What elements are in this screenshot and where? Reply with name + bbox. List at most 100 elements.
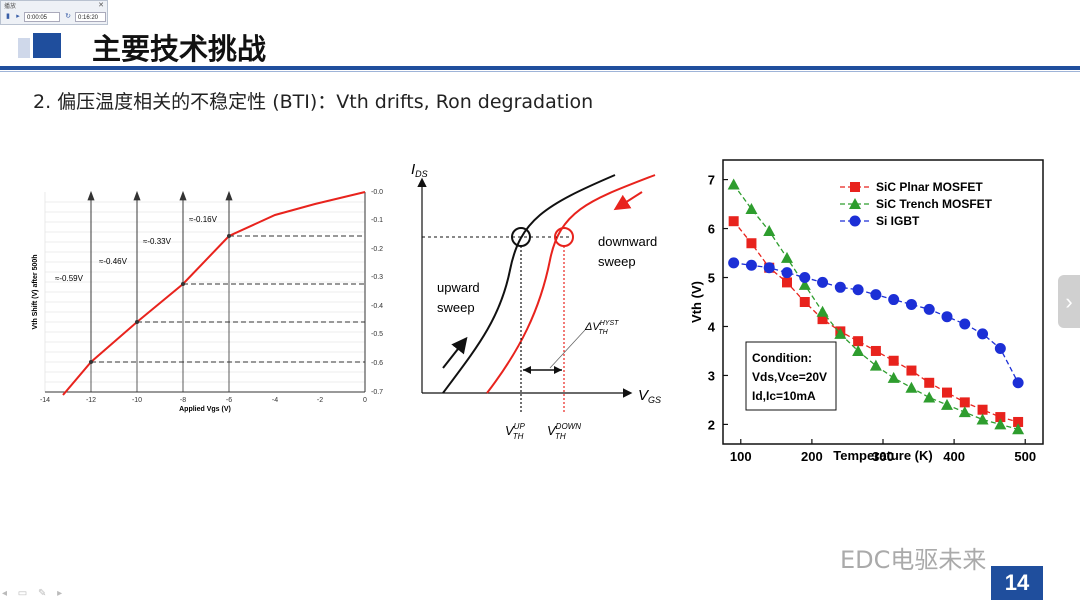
upward-arrow xyxy=(442,336,468,369)
hysteresis-diagram: IDS VGS upward sweep downward sweep ΔVHY… xyxy=(405,150,695,445)
y-tick: -0.1 xyxy=(371,217,383,224)
downward-curve-tail xyxy=(605,195,635,210)
upward-curve xyxy=(442,174,616,394)
y-tick: -0.4 xyxy=(371,303,383,310)
y-tick: -0.6 xyxy=(371,360,383,367)
vgs-label: VGS xyxy=(638,387,661,405)
series-point-1 xyxy=(923,391,936,403)
series-point-2 xyxy=(923,303,935,315)
left-x-ticks: -14 -12 -10 -8 -6 -4 -2 0 xyxy=(40,397,367,404)
title-accent-block xyxy=(33,33,61,58)
series-point-0 xyxy=(782,277,792,288)
series-point-1 xyxy=(887,371,900,383)
condition-line-3: Id,Ic=10mA xyxy=(752,389,816,403)
series-point-2 xyxy=(745,259,757,271)
series-point-0 xyxy=(1013,416,1024,427)
y-tick: -0.7 xyxy=(371,389,383,396)
x-tick: -10 xyxy=(132,397,142,404)
title-rule xyxy=(0,66,1080,70)
current-time-field[interactable]: 0:00:05 xyxy=(24,12,60,22)
series-point-0 xyxy=(728,216,739,227)
y-tick: -0.3 xyxy=(371,274,383,281)
series-point-2 xyxy=(959,318,971,330)
series-point-1 xyxy=(781,251,793,263)
series-line-1 xyxy=(733,184,1019,430)
left-y-ticks: -0.0 -0.1 -0.2 -0.3 -0.4 -0.5 -0.6 -0.7 xyxy=(371,189,383,396)
y-tick-label: 7 xyxy=(708,173,715,188)
left-y-label: Vth Shift (V) after 500h xyxy=(32,254,39,329)
left-dimension-arrows xyxy=(87,190,233,362)
series-point-0 xyxy=(746,238,757,249)
series-point-0 xyxy=(799,297,810,307)
chart-ticks: 100 200 300 400 500 2 3 4 5 6 7 xyxy=(708,173,1036,464)
series-point-2 xyxy=(977,328,989,340)
next-slide-button[interactable]: › xyxy=(1058,275,1080,328)
y-tick-label: 6 xyxy=(708,222,715,237)
pause-icon[interactable]: ▮ xyxy=(6,13,10,20)
series-point-1 xyxy=(958,406,971,418)
condition-line-2: Vds,Vce=20V xyxy=(752,370,827,384)
series-point-2 xyxy=(834,281,846,293)
title-accent-shadow xyxy=(18,38,30,58)
series-point-0 xyxy=(959,397,970,408)
y-tick: -0.0 xyxy=(371,189,383,196)
legend-label: Si IGBT xyxy=(876,214,920,228)
annotation-059: ≈-0.59V xyxy=(55,274,84,283)
series-point-2 xyxy=(941,311,953,323)
hyst-label: ΔVHYST TH xyxy=(584,320,619,336)
series-point-0 xyxy=(817,314,828,325)
series-point-1 xyxy=(905,381,918,393)
series-point-2 xyxy=(781,267,793,279)
legend-marker xyxy=(849,198,861,209)
legend-label: SiC Trench MOSFET xyxy=(876,197,993,211)
series-point-0 xyxy=(888,355,899,366)
y-tick-label: 2 xyxy=(708,417,715,432)
upward-label: upward xyxy=(437,280,480,295)
x-tick: -8 xyxy=(180,397,186,404)
series-point-2 xyxy=(994,343,1006,355)
slide-subtitle: 2. 偏压温度相关的不稳定性 (BTI)：Vth drifts, Ron deg… xyxy=(33,91,594,113)
replay-icon[interactable]: ↻ xyxy=(65,13,71,20)
x-tick: -6 xyxy=(226,397,232,404)
series-point-0 xyxy=(906,365,917,376)
vth-shift-chart: ≈-0.59V ≈-0.46V ≈-0.33V ≈-0.16V -14 -12 … xyxy=(25,180,400,415)
total-time-field: 0:16:20 xyxy=(75,12,106,22)
bottom-toolbar-icons[interactable]: ◂ ▭ ✎ ▸ xyxy=(2,588,67,599)
series-point-1 xyxy=(745,202,758,214)
series-point-2 xyxy=(817,276,829,288)
series-point-1 xyxy=(976,413,989,425)
condition-box xyxy=(745,341,837,411)
x-tick: -4 xyxy=(272,397,278,404)
x-tick-label: 400 xyxy=(943,449,965,464)
annotation-033: ≈-0.33V xyxy=(143,237,172,246)
x-tick: -14 xyxy=(40,397,50,404)
series-point-1 xyxy=(727,178,740,190)
y-tick-label: 3 xyxy=(708,368,715,383)
y-tick-label: 5 xyxy=(708,271,715,286)
upward-sweep-label: sweep xyxy=(437,300,475,315)
title-rule-thin xyxy=(0,71,1080,72)
x-tick-label: 100 xyxy=(730,449,752,464)
play-icon[interactable]: ▸ xyxy=(16,13,20,20)
series-point-0 xyxy=(853,336,864,347)
y-axis-label: Vth (V) xyxy=(690,281,704,323)
series-point-2 xyxy=(888,294,900,306)
close-icon[interactable]: ✕ xyxy=(98,2,104,9)
series-point-0 xyxy=(942,387,952,398)
slide-title: 主要技术挑战 xyxy=(92,32,267,66)
left-dashed-levels xyxy=(91,235,365,363)
annotation-016: ≈-0.16V xyxy=(189,215,218,224)
series-point-0 xyxy=(977,404,988,415)
series-point-2 xyxy=(852,284,864,296)
player-toolbar: 播放 ✕ ▮ ▸ 0:00:05 ↻ 0:16:20 xyxy=(0,0,108,25)
legend: SiC Plnar MOSFET SiC Trench MOSFET Si IGBT xyxy=(840,180,993,228)
downward-sweep-label: sweep xyxy=(598,254,636,269)
series-point-2 xyxy=(870,289,882,301)
legend-marker xyxy=(849,215,861,227)
series-point-1 xyxy=(816,305,829,317)
series-point-1 xyxy=(834,327,847,339)
x-axis-label: Temperature (K) xyxy=(833,448,932,463)
annotation-046: ≈-0.46V xyxy=(99,257,128,266)
left-axes xyxy=(45,192,366,393)
left-markers xyxy=(89,234,231,364)
